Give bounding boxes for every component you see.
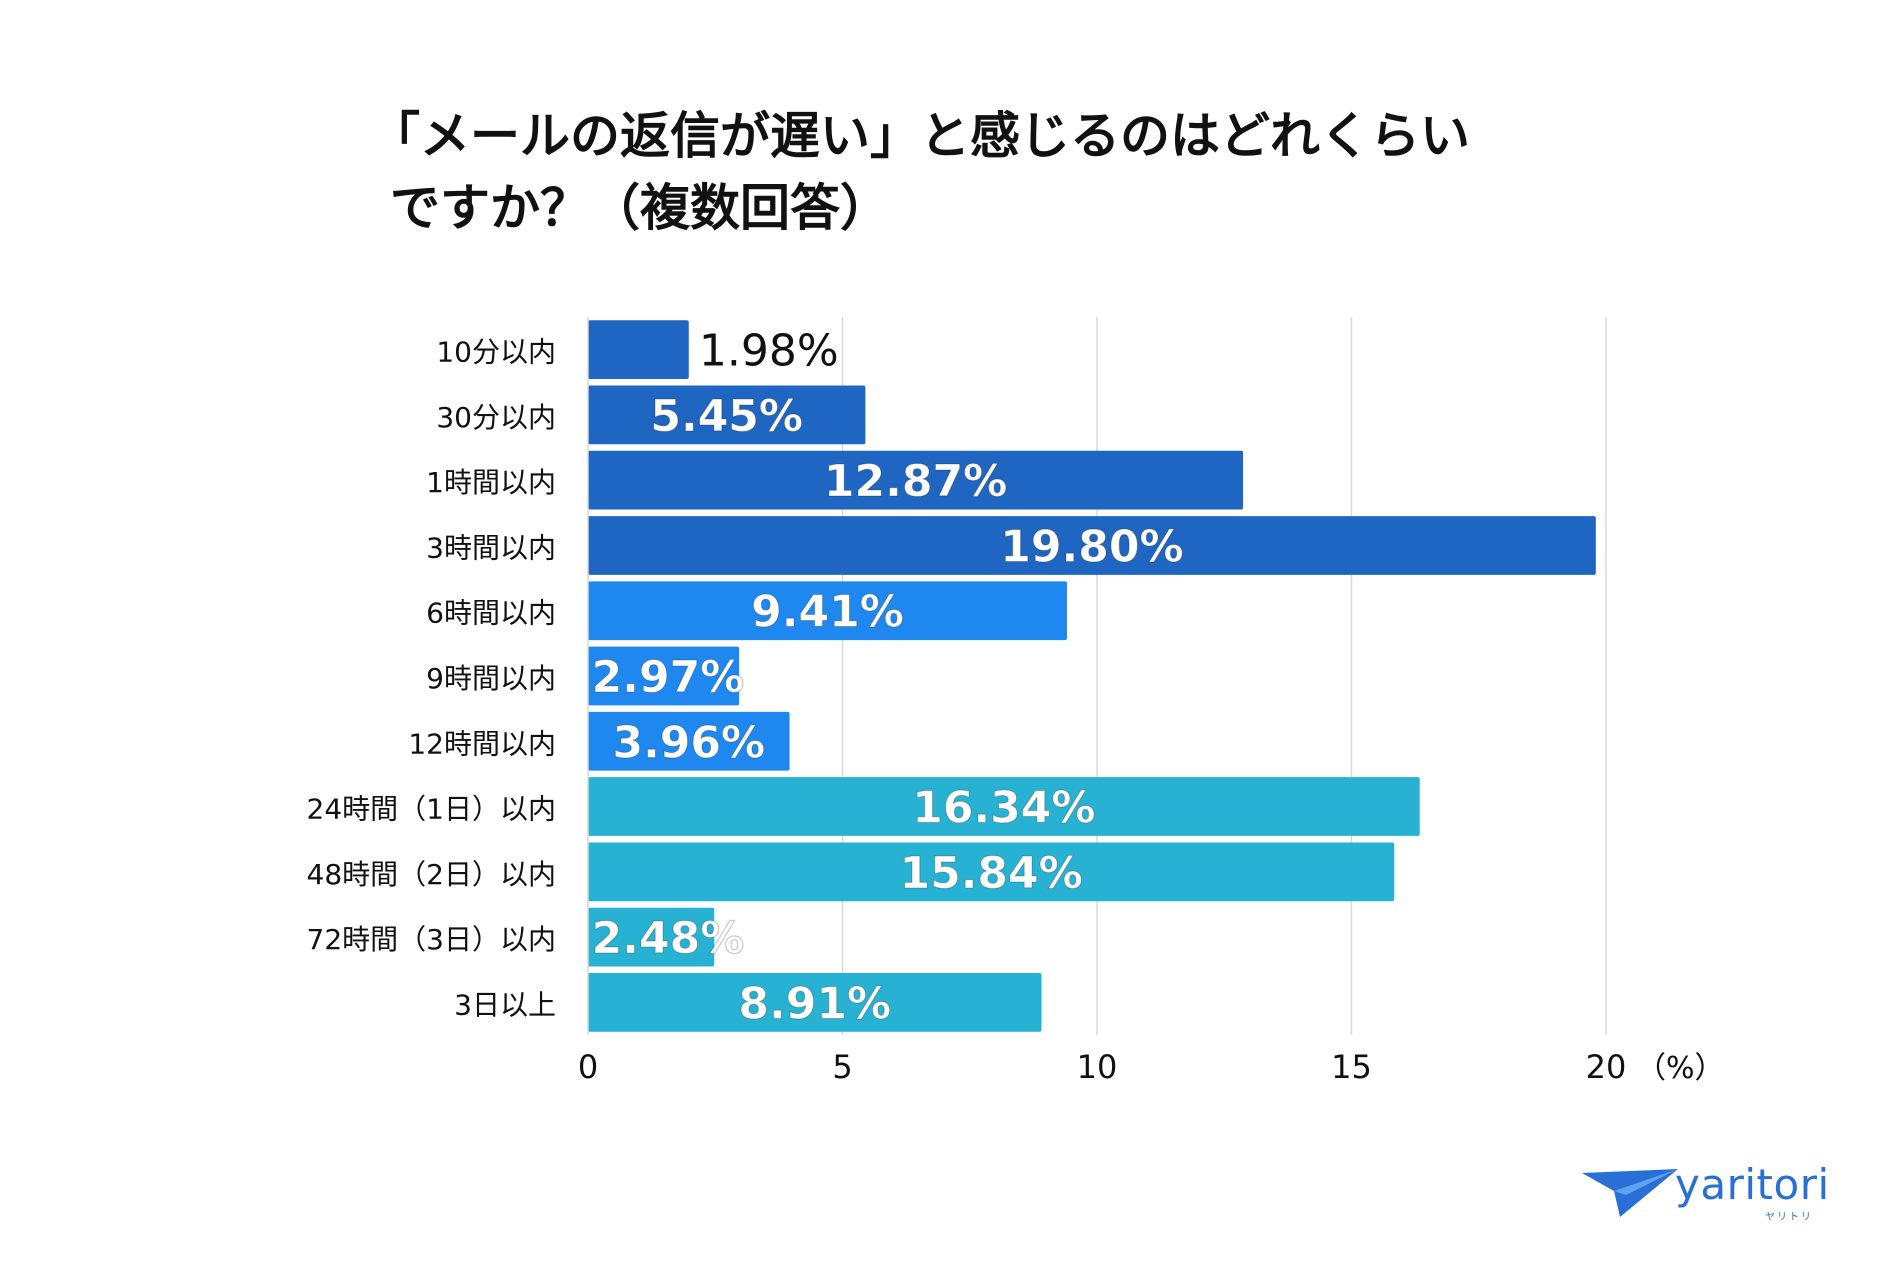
logo-subtitle: ヤリトリ bbox=[1765, 1212, 1813, 1223]
category-label-7: 24時間（1日）以内 bbox=[307, 793, 556, 826]
category-label-3: 3時間以内 bbox=[426, 531, 556, 564]
category-label-10: 3日以上 bbox=[454, 988, 556, 1021]
value-label-6: 3.96% bbox=[612, 717, 765, 768]
x-tick-label-0: 0 bbox=[578, 1048, 598, 1086]
category-label-9: 72時間（3日）以内 bbox=[307, 923, 556, 956]
chart-title-line-1: 「メールの返信が遅い」と感じるのはどれくらい bbox=[370, 107, 1470, 165]
value-label-1: 5.45% bbox=[650, 391, 803, 442]
bar-1 bbox=[588, 385, 866, 445]
bar-2 bbox=[588, 450, 1244, 510]
category-label-1: 30分以内 bbox=[436, 401, 556, 434]
x-tick-label-15: 15 bbox=[1331, 1048, 1372, 1086]
chart-title-line-2: ですか？（複数回答） bbox=[390, 179, 890, 237]
bar-0 bbox=[588, 320, 689, 380]
value-label-5: 2.97% bbox=[592, 652, 745, 703]
category-label-2: 1時間以内 bbox=[426, 466, 556, 499]
category-label-0: 10分以内 bbox=[436, 336, 556, 369]
bar-6 bbox=[588, 711, 790, 771]
chart-title: 「メールの返信が遅い」と感じるのはどれくらい ですか？（複数回答） bbox=[370, 100, 1670, 244]
yaritori-logo: yaritori ヤリトリ bbox=[1580, 1160, 1829, 1223]
value-label-10: 8.91% bbox=[738, 978, 891, 1029]
category-label-6: 12時間以内 bbox=[408, 727, 556, 760]
bar-4 bbox=[588, 581, 1067, 641]
bar-3 bbox=[588, 516, 1596, 575]
bar-5 bbox=[588, 646, 740, 706]
value-label-4: 9.41% bbox=[751, 587, 904, 638]
category-label-5: 9時間以内 bbox=[426, 662, 556, 695]
value-label-8: 15.84% bbox=[899, 848, 1082, 899]
logo-wordmark: yaritori bbox=[1675, 1160, 1830, 1209]
value-label-2: 12.87% bbox=[824, 456, 1007, 507]
value-label-7: 16.34% bbox=[912, 783, 1095, 834]
x-unit-label: （%） bbox=[1636, 1051, 1725, 1086]
bar-9 bbox=[588, 907, 715, 967]
value-label-9: 2.48% bbox=[592, 913, 745, 964]
value-label-3: 19.80% bbox=[1000, 521, 1183, 572]
bar-10 bbox=[588, 972, 1042, 1032]
x-tick-label-5: 5 bbox=[832, 1048, 852, 1086]
paper-plane-icon bbox=[1582, 1169, 1678, 1217]
x-tick-label-20: 20 bbox=[1586, 1048, 1627, 1086]
x-tick-label-10: 10 bbox=[1077, 1048, 1118, 1086]
value-label-0: 1.98% bbox=[699, 326, 839, 377]
category-label-4: 6時間以内 bbox=[426, 597, 556, 630]
bar-7 bbox=[588, 777, 1420, 836]
bar-8 bbox=[588, 842, 1395, 902]
category-label-8: 48時間（2日）以内 bbox=[307, 858, 556, 891]
